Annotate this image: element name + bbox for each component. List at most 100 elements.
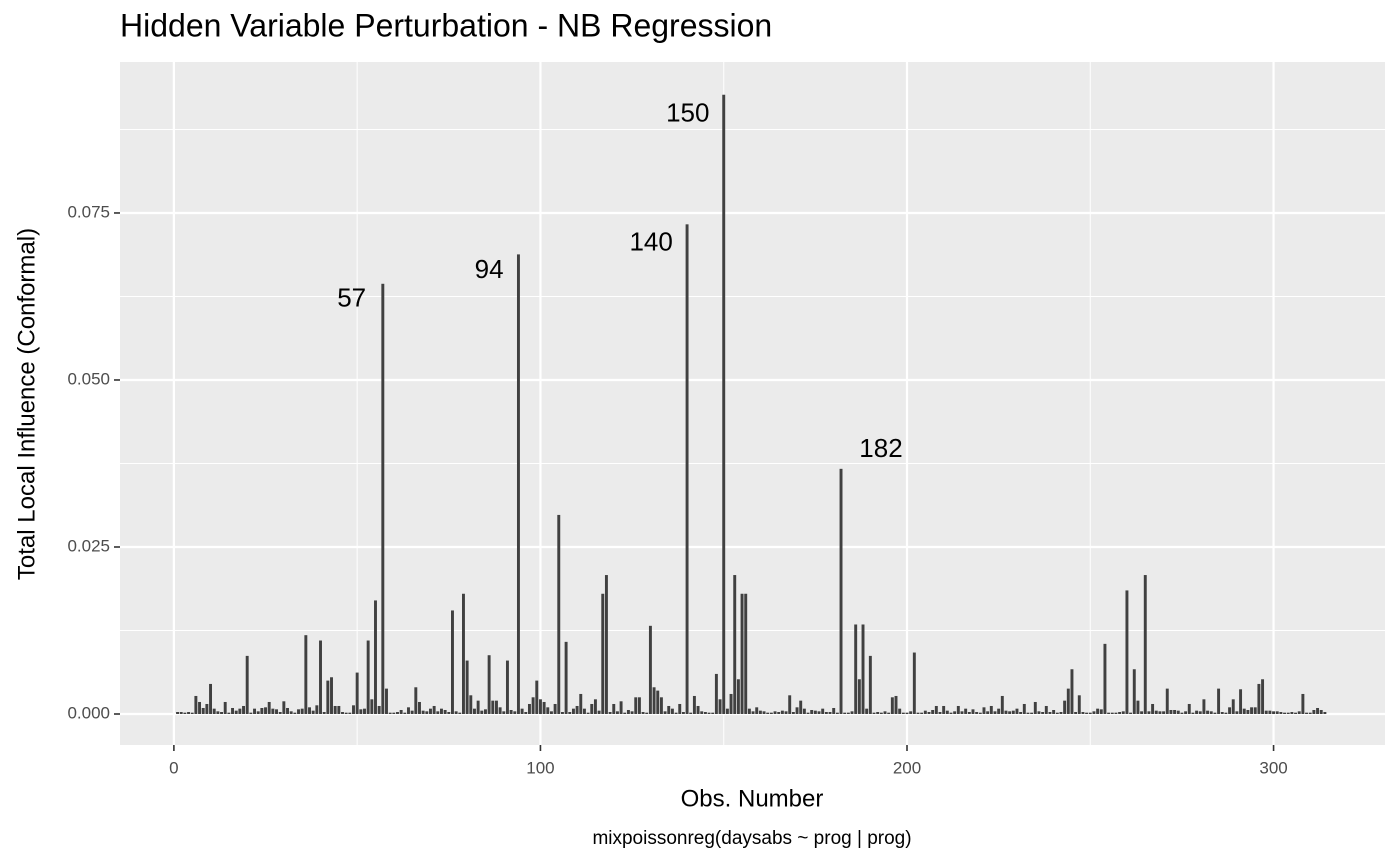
bar	[1081, 711, 1085, 715]
bar	[846, 712, 850, 715]
bar	[190, 712, 194, 715]
bar	[432, 705, 436, 715]
bar	[601, 593, 605, 715]
bar	[927, 711, 931, 715]
bar	[179, 711, 183, 715]
bar	[1000, 695, 1004, 715]
bar	[498, 707, 502, 715]
bar	[890, 697, 894, 715]
bar	[729, 693, 733, 715]
bar	[931, 709, 935, 715]
y-axis-label: Total Local Influence (Conformal)	[13, 228, 40, 580]
bar	[1169, 709, 1173, 715]
bar	[1103, 643, 1107, 715]
bar	[876, 711, 880, 715]
bar	[289, 711, 293, 715]
bar	[575, 705, 579, 715]
bar	[330, 677, 333, 715]
bar	[238, 708, 242, 715]
bar	[187, 711, 191, 715]
bar	[418, 701, 421, 715]
bar	[608, 711, 612, 715]
bar	[1209, 711, 1213, 715]
bar	[934, 705, 938, 715]
bar	[1151, 703, 1155, 715]
bar	[740, 593, 744, 715]
bar	[436, 711, 440, 715]
bar	[260, 707, 264, 715]
bar	[986, 711, 990, 715]
bar	[733, 575, 737, 715]
bar	[1107, 712, 1111, 715]
bar	[1052, 709, 1056, 715]
bar	[788, 695, 792, 715]
bar	[806, 712, 810, 715]
bar	[1235, 711, 1239, 715]
bar	[1085, 712, 1089, 715]
bar	[832, 707, 836, 715]
bar	[923, 710, 927, 715]
bar	[780, 710, 784, 715]
bar	[736, 679, 740, 715]
bar	[505, 660, 509, 715]
bar	[894, 695, 898, 715]
bar	[399, 709, 403, 715]
bar	[619, 701, 623, 715]
bar	[223, 701, 227, 715]
bar	[1041, 711, 1045, 715]
bar	[553, 703, 557, 715]
bar	[597, 710, 601, 715]
bar	[967, 711, 971, 715]
bar	[623, 712, 627, 715]
bar	[1319, 709, 1323, 715]
bar	[1030, 712, 1034, 715]
bar	[1294, 712, 1298, 715]
bar	[308, 707, 311, 715]
x-tick-label: 100	[526, 758, 554, 777]
bar	[483, 709, 487, 715]
bar	[920, 712, 924, 715]
bar	[392, 712, 396, 715]
bar	[641, 711, 645, 715]
bar	[322, 711, 326, 715]
bar	[1272, 711, 1276, 715]
bar	[538, 699, 542, 715]
bar	[388, 712, 392, 715]
bar	[1004, 710, 1008, 715]
bar	[674, 712, 678, 715]
bar	[212, 708, 216, 715]
bar	[542, 701, 546, 715]
bar	[857, 679, 861, 715]
bar	[630, 711, 634, 715]
bar	[615, 711, 619, 715]
bar	[689, 712, 693, 715]
bar	[861, 624, 865, 715]
bar	[777, 711, 781, 715]
bar	[194, 695, 198, 715]
bar	[590, 703, 594, 715]
bar	[802, 708, 806, 715]
bar	[465, 660, 469, 715]
bar	[1165, 688, 1169, 715]
bar	[667, 705, 671, 715]
bar	[1279, 711, 1283, 715]
bar	[326, 680, 330, 715]
bar	[407, 707, 410, 715]
bar	[278, 711, 282, 715]
bar	[1143, 575, 1147, 715]
bar	[1323, 711, 1327, 715]
bar	[1033, 701, 1037, 715]
bar	[1129, 712, 1133, 715]
bar	[1019, 711, 1023, 715]
bar	[784, 711, 788, 715]
bar	[696, 705, 700, 715]
bar	[1173, 709, 1177, 715]
bar	[293, 712, 297, 715]
bar	[909, 711, 913, 715]
bar	[751, 711, 755, 715]
bar	[245, 655, 249, 715]
bar	[374, 600, 377, 715]
bar	[319, 640, 322, 715]
bar	[1231, 699, 1235, 715]
bar	[883, 711, 887, 715]
